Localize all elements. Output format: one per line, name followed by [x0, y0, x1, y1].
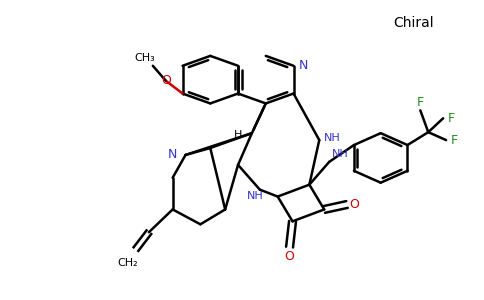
Text: CH₂: CH₂ — [118, 258, 138, 268]
Text: NH: NH — [332, 149, 349, 159]
Text: F: F — [417, 96, 424, 109]
Text: N: N — [299, 59, 308, 72]
Text: O: O — [349, 198, 359, 211]
Text: N: N — [168, 148, 178, 161]
Text: F: F — [448, 112, 454, 125]
Text: F: F — [451, 134, 457, 147]
Text: H: H — [234, 130, 242, 140]
Text: NH: NH — [246, 190, 263, 201]
Text: O: O — [161, 74, 171, 87]
Text: NH: NH — [324, 133, 341, 143]
Text: Chiral: Chiral — [393, 16, 434, 30]
Text: CH₃: CH₃ — [135, 53, 155, 63]
Text: O: O — [285, 250, 294, 262]
